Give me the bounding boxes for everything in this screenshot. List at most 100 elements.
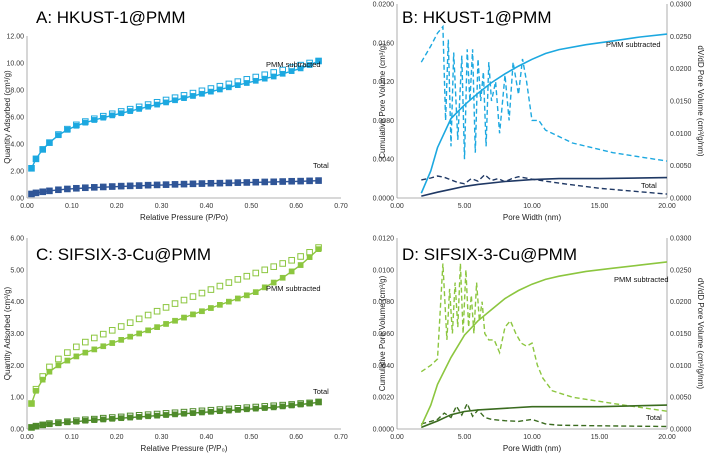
x-tick-label: 0.60 <box>289 434 303 441</box>
x-tick-label: 0.00 <box>20 203 34 210</box>
series-line <box>31 180 319 195</box>
desorption-point <box>171 300 179 307</box>
adsorption-point <box>261 284 268 291</box>
x-axis-label: Relative Pressure (P/P₀) <box>141 444 228 453</box>
adsorption-point <box>252 77 259 84</box>
y-tick-label: 0.0020 <box>373 395 395 402</box>
adsorption-point <box>109 415 116 422</box>
adsorption-point <box>279 274 286 281</box>
desorption-point <box>225 279 233 286</box>
adsorption-point <box>118 183 125 190</box>
annotation-pmm-subtracted: PMM subtracted <box>614 275 669 284</box>
adsorption-point <box>46 421 53 428</box>
adsorption-point <box>270 279 277 286</box>
adsorption-point <box>154 101 160 108</box>
x-tick-label: 0.30 <box>155 203 169 210</box>
adsorption-point <box>73 353 80 360</box>
desorption-point <box>117 323 125 330</box>
desorption-point <box>90 334 98 342</box>
adsorption-point <box>136 183 142 189</box>
x-tick-label: 0.60 <box>289 203 303 210</box>
desorption-point <box>144 311 152 319</box>
desorption-point <box>82 338 89 346</box>
adsorption-point <box>82 119 89 126</box>
adsorption-point <box>82 185 89 191</box>
desorption-point <box>216 282 224 290</box>
adsorption-point <box>33 423 39 430</box>
adsorption-point <box>163 99 169 106</box>
adsorption-point <box>234 295 241 302</box>
adsorption-point <box>136 330 142 337</box>
y2-tick-label: 0.0050 <box>670 163 692 170</box>
x-tick-label: 0.00 <box>20 434 34 441</box>
y-tick-label: 0.00 <box>10 196 24 203</box>
adsorption-point <box>234 180 241 186</box>
x-tick-label: 0.70 <box>334 434 348 441</box>
y2-tick-label: 0.0300 <box>670 2 692 9</box>
adsorption-point <box>199 90 205 97</box>
adsorption-point <box>46 139 53 146</box>
x-tick-label: 0.20 <box>110 434 124 441</box>
annotation-pmm-subtracted: PMM subtracted <box>606 40 661 49</box>
adsorption-point <box>163 182 169 188</box>
adsorption-point <box>91 346 98 353</box>
adsorption-point <box>199 409 205 416</box>
adsorption-point <box>145 327 151 334</box>
x-tick-label: 0.50 <box>244 203 258 210</box>
adsorption-point <box>127 414 134 421</box>
adsorption-point <box>64 419 71 426</box>
x-tick-label: 20.00 <box>658 434 676 441</box>
adsorption-point <box>288 178 295 185</box>
adsorption-point <box>243 179 250 186</box>
adsorption-point <box>127 108 134 114</box>
desorption-point <box>162 304 170 311</box>
y-tick-label: 10.00 <box>6 61 24 68</box>
adsorption-point <box>145 103 151 110</box>
desorption-point <box>252 269 260 277</box>
x-tick-label: 0.40 <box>200 434 214 441</box>
adsorption-point <box>234 82 241 88</box>
adsorption-point <box>297 178 304 185</box>
adsorption-point <box>199 180 205 187</box>
adsorption-point <box>55 362 62 369</box>
panel-title-backing <box>398 8 556 28</box>
desorption-point <box>108 327 116 334</box>
y-tick-label: 6.00 <box>10 115 24 122</box>
y-tick-label: 0.0120 <box>373 79 395 86</box>
x-tick-label: 15.00 <box>591 203 609 210</box>
desorption-point <box>126 319 134 326</box>
y-tick-label: 0.0080 <box>373 299 395 306</box>
adsorption-point <box>208 408 214 415</box>
adsorption-point <box>73 122 80 129</box>
adsorption-point <box>270 73 277 80</box>
adsorption-point <box>297 65 304 72</box>
adsorption-point <box>100 416 107 423</box>
annotation-total: Total <box>641 181 657 190</box>
cumulative-total-line <box>421 176 668 197</box>
desorption-point <box>198 289 206 297</box>
y-tick-label: 0.0000 <box>373 196 395 203</box>
annotation-total: Total <box>313 387 329 396</box>
adsorption-point <box>226 407 232 414</box>
adsorption-point <box>163 412 169 418</box>
annotation-pmm-subtracted: PMM subtracted <box>266 60 321 69</box>
panel-title: D: SIFSIX-3-Cu@PMM <box>402 245 577 264</box>
y2-tick-label: 0.0150 <box>670 331 692 338</box>
adsorption-point <box>64 186 71 192</box>
panel-title-backing <box>32 245 215 265</box>
x-axis-label: Pore Width (nm) <box>503 213 562 222</box>
adsorption-point <box>109 112 116 119</box>
adsorption-point <box>73 185 80 192</box>
desorption-point <box>279 260 286 267</box>
adsorption-point <box>217 86 223 93</box>
y2-axis-label: dV/dD Pore Volume (cm³/g/nm) <box>696 278 705 389</box>
y-axis-label: Quantity Adsorbed (cm³/g) <box>3 286 12 380</box>
adsorption-point <box>136 414 142 420</box>
adsorption-point <box>100 343 107 350</box>
adsorption-point <box>226 180 232 187</box>
adsorption-point <box>172 317 178 324</box>
y-tick-label: 5.00 <box>10 267 24 274</box>
x-tick-label: 0.70 <box>334 203 348 210</box>
y-tick-label: 8.00 <box>10 88 24 95</box>
x-tick-label: 5.00 <box>458 434 472 441</box>
